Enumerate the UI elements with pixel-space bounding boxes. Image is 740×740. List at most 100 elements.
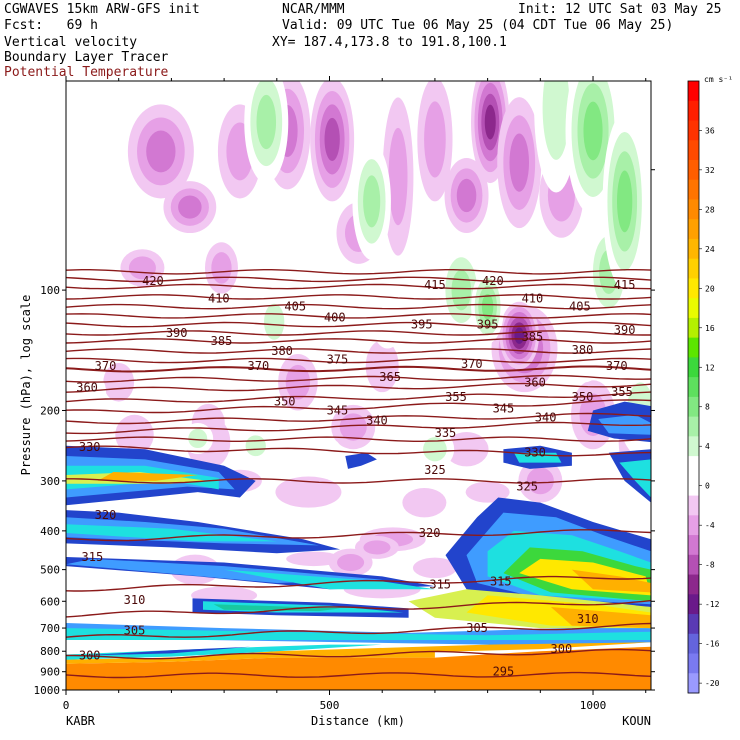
y-tick-label: 900 <box>40 666 60 679</box>
colorbar-bin <box>688 653 699 674</box>
theta-label: 320 <box>419 526 441 540</box>
theta-label: 380 <box>572 343 594 357</box>
theta-contour <box>66 436 651 442</box>
theta-label: 320 <box>95 508 117 522</box>
colorbar-tick-label: -8 <box>705 561 715 570</box>
colorbar-bin <box>688 298 699 319</box>
velocity-cell <box>412 557 457 579</box>
theta-label: 415 <box>614 278 636 292</box>
theta-label: 420 <box>482 274 504 288</box>
velocity-cell <box>157 333 196 388</box>
theta-label: 355 <box>445 390 467 404</box>
colorbar-bin <box>688 120 699 141</box>
velocity-cell <box>103 362 135 402</box>
theta-label: 340 <box>366 414 388 428</box>
updraft-band <box>345 452 377 469</box>
updraft-band <box>66 632 651 662</box>
velocity-cell <box>456 178 477 213</box>
updraft-band <box>66 524 277 542</box>
header-xy-line: XY= 187.4,173.8 to 191.8,100.1 <box>272 35 507 50</box>
theta-label: 330 <box>79 440 101 454</box>
field-boundary-layer-tracer: Boundary Layer Tracer <box>4 50 169 65</box>
colorbar-tick-label: -16 <box>705 640 720 649</box>
theta-label: 380 <box>271 344 293 358</box>
colorbar-bin <box>688 179 699 200</box>
velocity-cell <box>264 303 285 340</box>
colorbar-tick-label: -12 <box>705 600 720 609</box>
y-tick-label: 300 <box>40 475 60 488</box>
colorbar-tick-label: 28 <box>705 205 715 214</box>
theta-label: 350 <box>274 395 296 409</box>
colorbar-bin <box>688 317 699 339</box>
theta-label: 360 <box>76 380 98 394</box>
y-tick-label: 500 <box>40 564 60 577</box>
theta-label: 415 <box>424 278 446 292</box>
theta-label: 420 <box>142 274 164 288</box>
theta-contour <box>66 478 651 484</box>
velocity-cell <box>363 540 391 555</box>
colorbar-tick-label: -4 <box>705 521 715 530</box>
theta-contours <box>66 269 651 679</box>
colorbar-bin <box>688 357 699 378</box>
velocity-cell <box>324 117 340 161</box>
theta-label: 370 <box>461 357 483 371</box>
theta-label: 400 <box>324 310 346 324</box>
theta-contour <box>66 671 651 679</box>
velocity-cell <box>424 101 446 178</box>
theta-label: 315 <box>490 574 512 588</box>
updraft-band <box>224 569 435 590</box>
y-tick-label: 800 <box>40 645 60 658</box>
colorbar-bin <box>688 140 699 161</box>
theta-label: 315 <box>429 578 451 592</box>
colorbar-bin <box>688 554 699 576</box>
theta-contour <box>66 269 651 275</box>
colorbar-bin <box>688 416 699 437</box>
velocity-cell <box>363 175 381 228</box>
theta-contour <box>66 622 651 638</box>
colorbar-bin <box>688 633 699 655</box>
header-init-time: Init: 12 UTC Sat 03 May 25 <box>518 2 722 17</box>
theta-label: 410 <box>522 292 544 306</box>
velocity-cell <box>465 481 510 503</box>
theta-label: 345 <box>327 403 349 417</box>
velocity-cell <box>526 467 554 495</box>
theta-label: 370 <box>606 359 628 373</box>
velocity-cell <box>339 413 367 441</box>
theta-label: 310 <box>577 612 599 626</box>
theta-label: 345 <box>493 402 515 416</box>
theta-label: 340 <box>535 410 557 424</box>
colorbar-bin <box>688 238 699 260</box>
y-tick-label: 400 <box>40 525 60 538</box>
colorbar-bin <box>688 436 699 457</box>
theta-contour <box>66 445 651 457</box>
velocity-cell <box>388 127 408 226</box>
y-tick-label: 1000 <box>34 684 61 697</box>
header-valid-time: Valid: 09 UTC Tue 06 May 25 (04 CDT Tue … <box>282 18 674 33</box>
y-axis-title: Pressure (hPa), log scale <box>19 295 33 476</box>
velocity-cell <box>583 101 603 161</box>
theta-label: 355 <box>611 385 633 399</box>
colorbar-bin <box>688 278 699 299</box>
x-tick-label: 500 <box>320 699 340 712</box>
colorbar-bin <box>688 396 699 418</box>
colorbar-bin <box>688 673 699 694</box>
colorbar-bin <box>688 81 699 102</box>
colorbar-bin <box>688 219 699 240</box>
velocity-cell <box>509 133 530 192</box>
colorbar-tick-label: 12 <box>705 363 715 372</box>
velocity-cell <box>285 364 311 400</box>
velocity-cell <box>188 428 208 449</box>
y-tick-label: 600 <box>40 595 60 608</box>
theta-label: 335 <box>435 426 457 440</box>
theta-label: 315 <box>82 550 104 564</box>
theta-label: 305 <box>124 624 146 638</box>
theta-label: 385 <box>211 334 233 348</box>
theta-label: 410 <box>208 292 230 306</box>
theta-contour <box>66 599 651 618</box>
x-axis-title: Distance (km) <box>311 714 405 728</box>
theta-contour <box>66 382 651 393</box>
colorbar-bin <box>688 515 699 536</box>
theta-contour <box>66 338 651 344</box>
theta-contour <box>66 648 651 660</box>
colorbar: 36 32 28 24 20 16 12 8 4 0 -4 -8 -12 -16 -20 <box>687 80 720 694</box>
